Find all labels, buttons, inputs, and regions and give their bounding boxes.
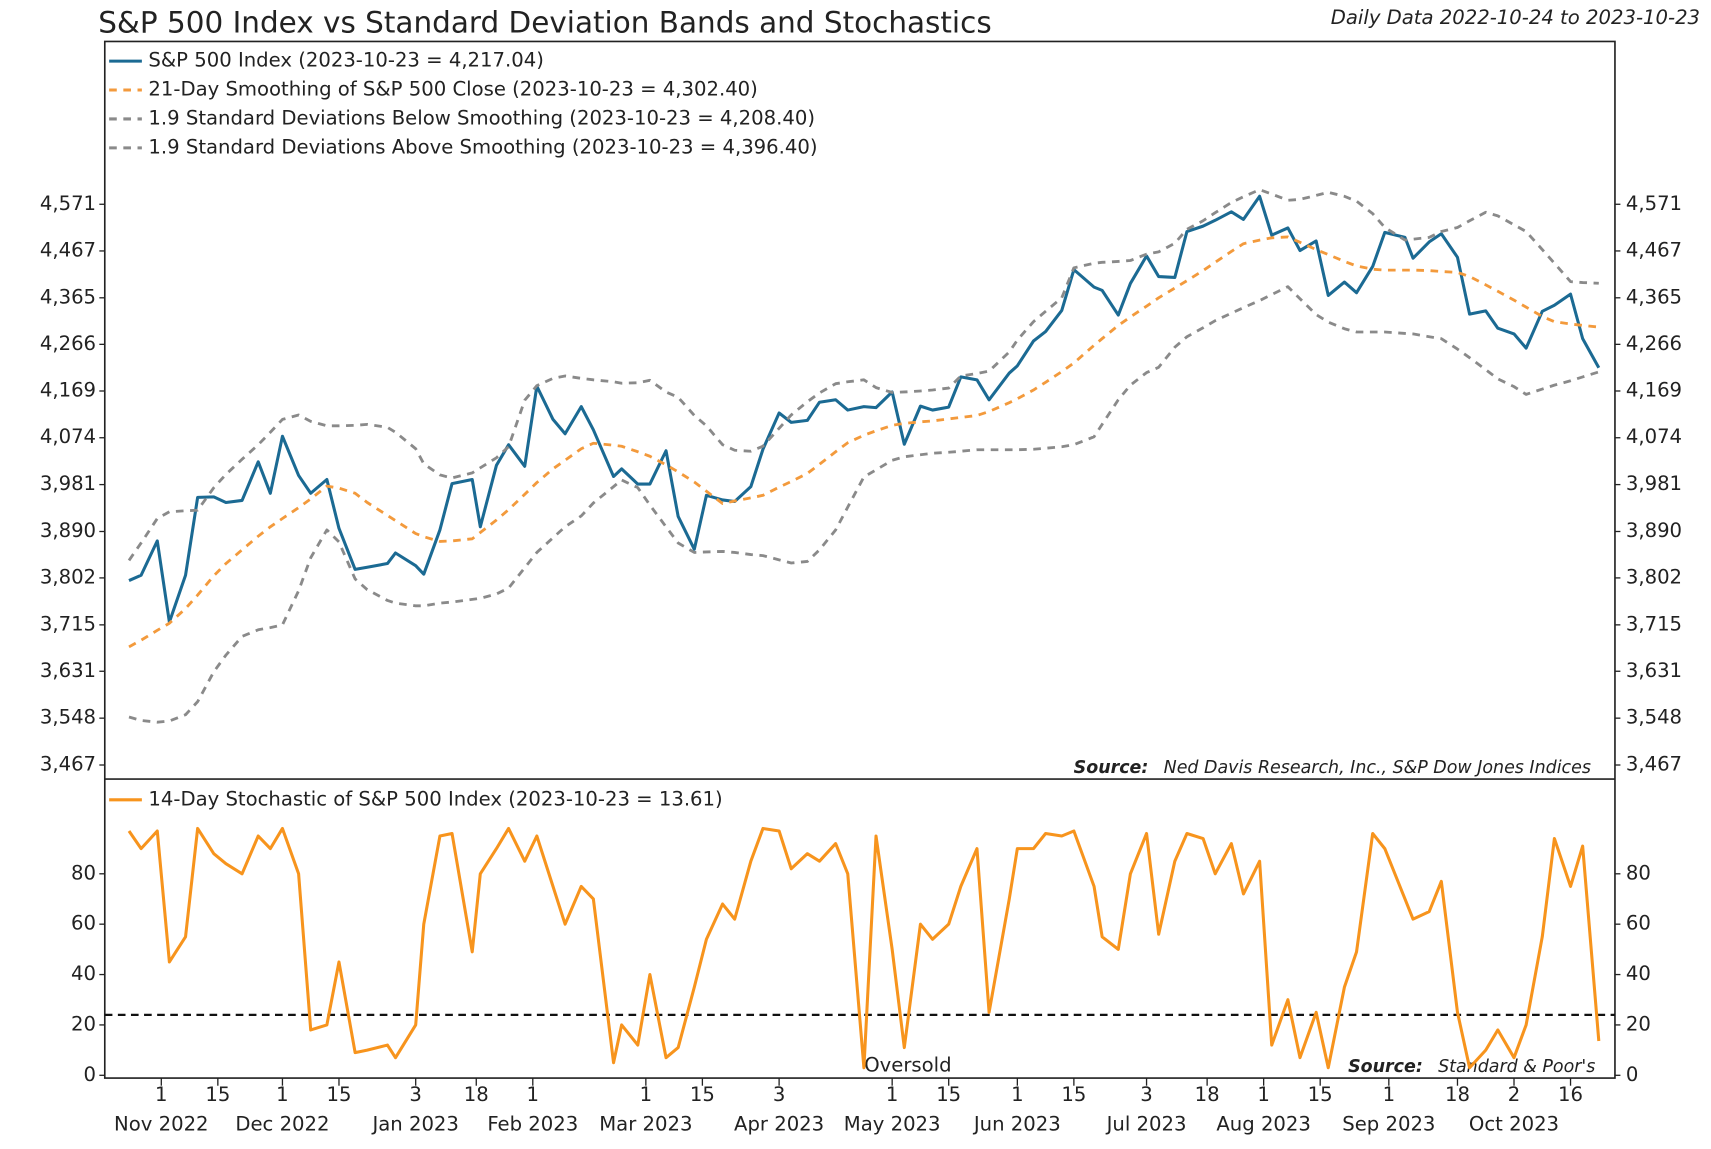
x-month-label: Oct 2023 xyxy=(1469,1112,1559,1135)
y-tick-label-right: 3,467 xyxy=(1626,753,1682,776)
annotation: Oversold xyxy=(864,1054,951,1077)
y-tick-label-right: 3,715 xyxy=(1626,612,1682,635)
y-tick-label: 3,802 xyxy=(40,565,96,588)
y-tick-label-right: 0 xyxy=(1626,1063,1639,1086)
y-tick-label: 3,981 xyxy=(40,472,96,495)
y-tick-label-right: 4,571 xyxy=(1626,192,1682,215)
x-tick-label: 18 xyxy=(464,1083,489,1106)
x-tick-label: 15 xyxy=(326,1083,351,1106)
legend-label: S&P 500 Index (2023-10-23 = 4,217.04) xyxy=(148,49,543,72)
y-tick-label: 4,266 xyxy=(40,332,96,355)
y-tick-label: 4,074 xyxy=(40,425,96,448)
x-month-label: Nov 2022 xyxy=(114,1112,208,1135)
x-tick-label: 1 xyxy=(1257,1083,1269,1106)
x-tick-label: 15 xyxy=(1061,1083,1086,1106)
y-tick-label: 4,169 xyxy=(40,378,96,401)
legend-label: 14-Day Stochastic of S&P 500 Index (2023… xyxy=(148,787,722,810)
series-line xyxy=(127,188,1599,562)
frame xyxy=(103,40,1616,1079)
y-tick-label: 4,467 xyxy=(40,238,96,261)
x-tick-label: 15 xyxy=(1308,1083,1333,1106)
y-tick-label: 0 xyxy=(84,1063,97,1086)
x-tick-label: 15 xyxy=(936,1083,961,1106)
x-month-label: May 2023 xyxy=(844,1112,941,1135)
x-tick-label: 15 xyxy=(690,1083,715,1106)
x-tick-label: 16 xyxy=(1558,1083,1583,1106)
y-tick-label-right: 20 xyxy=(1626,1012,1651,1035)
y-tick-label: 20 xyxy=(71,1012,96,1035)
x-month-label: Mar 2023 xyxy=(599,1112,692,1135)
source-label: Source: xyxy=(1348,1057,1423,1077)
y-tick-label: 3,715 xyxy=(40,612,96,635)
x-month-label: Dec 2022 xyxy=(235,1112,329,1135)
y-tick-label-right: 60 xyxy=(1626,912,1651,935)
x-tick-label: 15 xyxy=(205,1083,230,1106)
y-tick-label: 60 xyxy=(71,912,96,935)
y-tick-label-right: 3,890 xyxy=(1626,519,1682,542)
x-month-label: Jan 2023 xyxy=(370,1112,458,1135)
x-tick-label: 18 xyxy=(1445,1083,1470,1106)
y-tick-label: 3,548 xyxy=(40,706,96,729)
legend-label: 1.9 Standard Deviations Below Smoothing … xyxy=(148,106,815,129)
source-text: Ned Davis Research, Inc., S&P Dow Jones … xyxy=(1164,758,1591,778)
y-tick-label-right: 4,074 xyxy=(1626,425,1682,448)
x-month-label: Jul 2023 xyxy=(1105,1112,1187,1135)
y-tick-label: 3,890 xyxy=(40,519,96,542)
x-tick-label: 3 xyxy=(1140,1083,1153,1106)
source-top: Source: Ned Davis Research, Inc., S&P Dow… xyxy=(1074,758,1591,778)
y-tick-label: 4,365 xyxy=(40,285,96,308)
x-tick-label: 1 xyxy=(276,1083,289,1106)
x-tick-label: 1 xyxy=(886,1083,899,1106)
x-tick-label: 3 xyxy=(773,1083,786,1106)
y-tick-label-right: 4,169 xyxy=(1626,378,1682,401)
y-tick-label: 80 xyxy=(71,861,96,884)
x-tick-label: 1 xyxy=(155,1083,168,1106)
series-line xyxy=(127,826,1601,1070)
y-tick-label-right: 4,266 xyxy=(1626,332,1682,355)
y-tick-label-right: 40 xyxy=(1626,962,1651,985)
y-tick-label-right: 3,548 xyxy=(1626,706,1682,729)
source-bottom: Source: Standard & Poor's xyxy=(1348,1057,1595,1077)
y-tick-label: 3,631 xyxy=(40,659,96,682)
x-tick-label: 1 xyxy=(640,1083,653,1106)
x-tick-label: 1 xyxy=(1383,1083,1395,1106)
y-tick-label-right: 3,631 xyxy=(1626,659,1682,682)
x-tick-label: 3 xyxy=(409,1083,422,1106)
legend-label: 21-Day Smoothing of S&P 500 Close (2023-… xyxy=(148,78,757,101)
x-tick-label: 1 xyxy=(1011,1083,1024,1106)
x-month-label: Aug 2023 xyxy=(1216,1112,1311,1135)
y-tick-label-right: 3,802 xyxy=(1626,565,1682,588)
x-month-label: Jun 2023 xyxy=(972,1112,1061,1135)
y-tick-label: 40 xyxy=(71,962,96,985)
chart-subtitle: Daily Data 2022-10-24 to 2023-10-23 xyxy=(1331,6,1700,29)
y-tick-label-right: 3,981 xyxy=(1626,472,1682,495)
y-tick-label: 3,467 xyxy=(40,753,96,776)
y-tick-label-right: 80 xyxy=(1626,861,1651,884)
y-tick-label: 4,571 xyxy=(40,192,96,215)
y-tick-label-right: 4,467 xyxy=(1626,238,1682,261)
series-line xyxy=(128,235,1599,649)
x-month-label: Apr 2023 xyxy=(734,1112,824,1135)
x-month-label: Feb 2023 xyxy=(487,1112,578,1135)
x-tick-label: 2 xyxy=(1508,1083,1521,1106)
source-text: Standard & Poor's xyxy=(1438,1057,1595,1077)
x-month-label: Sep 2023 xyxy=(1342,1112,1435,1135)
chart-title: S&P 500 Index vs Standard Deviation Band… xyxy=(98,6,991,40)
x-tick-label: 1 xyxy=(527,1083,540,1106)
y-tick-label-right: 4,365 xyxy=(1626,285,1682,308)
series-line xyxy=(128,194,1601,624)
series-line xyxy=(128,285,1600,724)
legend-label: 1.9 Standard Deviations Above Smoothing … xyxy=(148,135,817,158)
source-label: Source: xyxy=(1074,758,1149,778)
x-tick-label: 18 xyxy=(1195,1083,1220,1106)
